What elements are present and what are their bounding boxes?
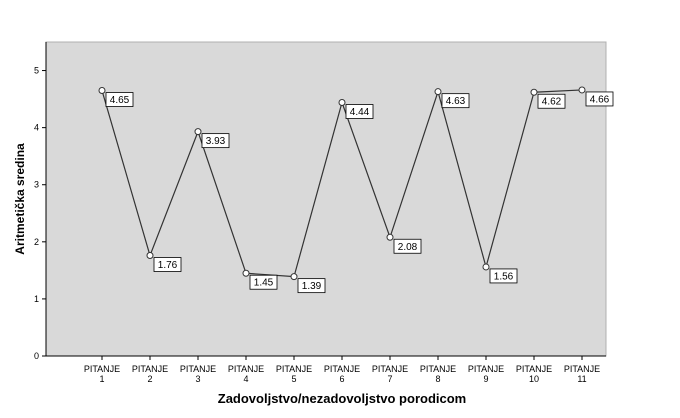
- data-label-box: [393, 238, 422, 254]
- data-point: [482, 263, 490, 271]
- data-label-box: [585, 91, 614, 107]
- y-tick-label: 2: [34, 237, 39, 247]
- x-tick-label-line2: 9: [483, 374, 488, 384]
- data-point: [386, 233, 394, 241]
- data-label: 4.44: [345, 104, 374, 119]
- plot-area: [45, 41, 607, 357]
- data-point: [194, 128, 202, 136]
- y-tick-label: 4: [34, 123, 39, 133]
- data-point: [434, 88, 442, 96]
- data-label-box: [105, 92, 134, 107]
- x-tick-label-line2: 4: [243, 374, 248, 384]
- x-tick-label-line1: PITANJE: [324, 364, 360, 374]
- data-label: 3.93: [201, 133, 230, 149]
- data-label-box: [345, 104, 374, 119]
- x-tick-label-line1: PITANJE: [516, 364, 552, 374]
- x-tick-label-line2: 5: [291, 374, 296, 384]
- x-tick-label-line1: PITANJE: [468, 364, 504, 374]
- data-label: 1.45: [249, 274, 278, 290]
- data-label-text: 3.93: [206, 136, 226, 147]
- data-label-box: [201, 133, 230, 149]
- data-label-text: 4.65: [110, 95, 130, 106]
- data-point: [242, 269, 250, 277]
- y-tick-label: 1: [34, 294, 39, 304]
- data-label-box: [537, 93, 566, 109]
- data-label: 1.56: [489, 268, 518, 284]
- data-point: [530, 88, 538, 96]
- x-tick-label-line1: PITANJE: [132, 364, 168, 374]
- y-tick-label: 5: [34, 66, 39, 76]
- data-label-text: 4.63: [446, 96, 466, 107]
- x-tick-label-line1: PITANJE: [180, 364, 216, 374]
- data-point: [290, 273, 298, 281]
- data-label-text: 4.66: [590, 94, 610, 105]
- data-label: 1.39: [297, 278, 326, 294]
- x-tick-label-line1: PITANJE: [372, 364, 408, 374]
- x-tick-label-line1: PITANJE: [276, 364, 312, 374]
- data-label-box: [489, 268, 518, 284]
- data-label: 2.08: [393, 238, 422, 254]
- y-axis-title: Aritmetička sredina: [13, 143, 27, 255]
- data-label-text: 4.44: [350, 107, 370, 118]
- data-label: 1.76: [153, 257, 182, 272]
- data-label: 4.62: [537, 93, 566, 109]
- data-label-text: 1.39: [302, 281, 322, 292]
- data-point: [578, 86, 586, 94]
- data-point: [338, 99, 346, 107]
- x-tick-label-line1: PITANJE: [84, 364, 120, 374]
- x-tick-label-line1: PITANJE: [420, 364, 456, 374]
- x-tick-label-line2: 2: [147, 374, 152, 384]
- data-point: [146, 252, 154, 260]
- y-tick-label: 3: [34, 180, 39, 190]
- data-label: 4.63: [441, 93, 470, 109]
- data-label-box: [153, 257, 182, 272]
- x-tick-label-line2: 6: [339, 374, 344, 384]
- data-labels: 4.65 1.76 3.93 1.45 1.39 4.44 2.08 4.63 1.56 4.62…: [105, 91, 614, 294]
- data-label: 4.66: [585, 91, 614, 107]
- data-label-text: 2.08: [398, 242, 418, 253]
- x-tick-label-line2: 7: [387, 374, 392, 384]
- data-label-box: [297, 278, 326, 294]
- x-tick-label-line2: 10: [529, 374, 539, 384]
- data-label-text: 1.76: [158, 260, 178, 271]
- x-tick-label-line2: 1: [99, 374, 104, 384]
- x-tick-label-line2: 8: [435, 374, 440, 384]
- data-label: 4.65: [105, 92, 134, 107]
- x-tick-label-line2: 11: [577, 374, 586, 384]
- data-label-box: [441, 93, 470, 109]
- data-point: [98, 87, 106, 95]
- y-tick-label: 0: [34, 351, 39, 361]
- axes: [45, 42, 606, 357]
- x-tick-label-line1: PITANJE: [564, 364, 600, 374]
- x-tick-label-line2: 3: [195, 374, 200, 384]
- ticks: 012345PITANJE1PITANJE2PITANJE3PITANJE4PI…: [34, 66, 600, 384]
- data-label-text: 4.62: [542, 97, 562, 108]
- x-axis-title: Zadovoljstvo/nezadovoljstvo porodicom: [218, 391, 466, 406]
- x-tick-label-line1: PITANJE: [228, 364, 264, 374]
- data-label-text: 1.45: [254, 278, 274, 289]
- data-label-text: 1.56: [494, 271, 514, 282]
- data-points: [98, 86, 586, 281]
- data-label-box: [249, 274, 278, 290]
